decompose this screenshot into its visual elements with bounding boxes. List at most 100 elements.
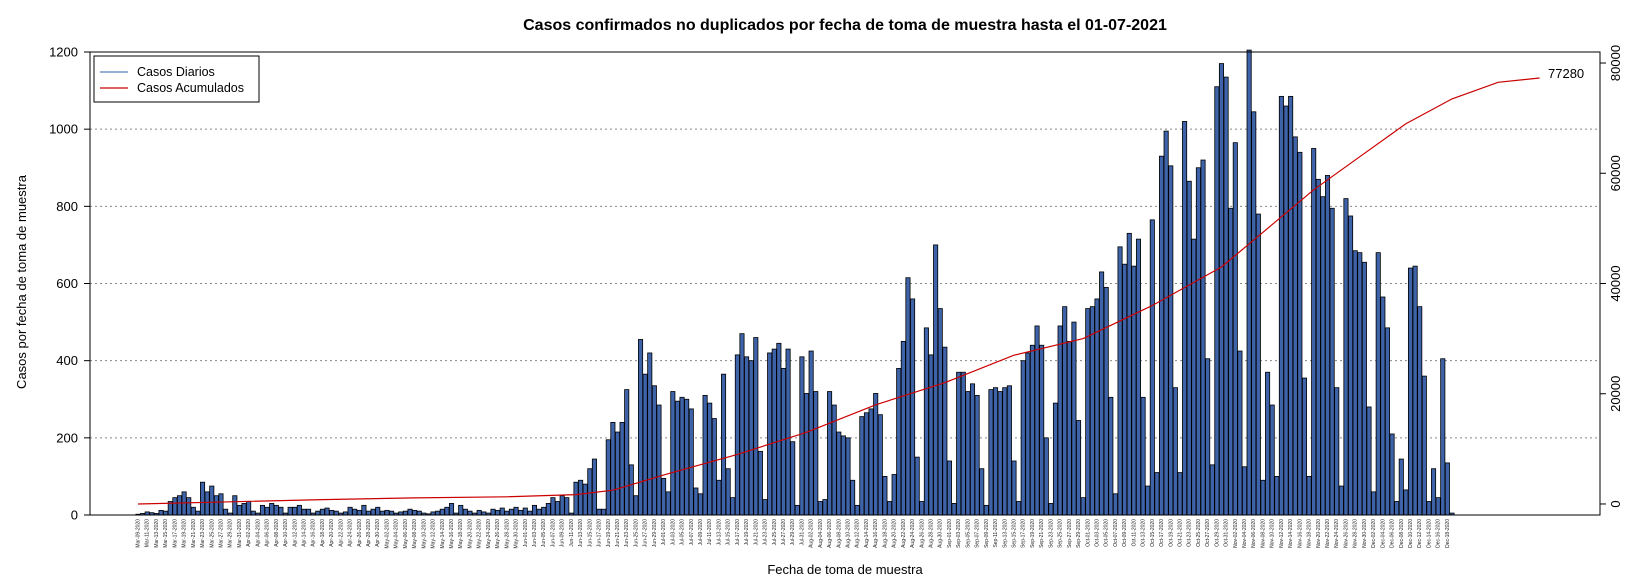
y-tick-label: 400 (56, 353, 78, 368)
bar (296, 504, 302, 516)
x-tick-label: Jun-11-2020 (569, 519, 575, 547)
bar (1440, 358, 1446, 516)
bar (324, 507, 330, 516)
x-tick-label: Oct-01-2020 (1085, 519, 1091, 547)
bar (1020, 360, 1026, 516)
x-tick-label: Jun-03-2020 (532, 519, 538, 547)
x-tick-label: Sep-13-2020 (1002, 519, 1008, 548)
bar (891, 474, 897, 516)
x-tick-label: Nov-16-2020 (1297, 519, 1303, 548)
bar (1085, 308, 1091, 516)
bar (993, 387, 999, 516)
x-tick-label: Mar-25-2020 (209, 519, 215, 548)
bar (721, 373, 727, 516)
bar (808, 350, 814, 516)
bar (407, 508, 413, 516)
bar (264, 506, 270, 516)
bar (559, 495, 565, 516)
bar (711, 418, 717, 516)
x-tick-label: Jun-19-2020 (606, 519, 612, 547)
x-tick-label: Jun-01-2020 (523, 519, 529, 547)
gridlines (90, 128, 1600, 439)
x-tick-label: Apr-04-2020 (255, 519, 261, 547)
bar (527, 510, 533, 516)
x-tick-label: Nov-24-2020 (1334, 519, 1340, 548)
x-tick-label: Apr-26-2020 (357, 519, 363, 547)
bar (550, 497, 556, 516)
bar (1011, 460, 1017, 516)
bar (273, 504, 279, 516)
x-tick-label: May-06-2020 (403, 519, 409, 549)
bar (347, 506, 353, 516)
x-tick-label: May-28-2020 (504, 519, 510, 549)
bar (490, 508, 496, 516)
bar (591, 458, 597, 516)
x-tick-label: May-24-2020 (486, 519, 492, 549)
bar (651, 385, 657, 516)
bar (863, 412, 869, 516)
bar (1357, 252, 1363, 516)
bar (1186, 180, 1192, 516)
y-tick-label: 600 (56, 276, 78, 291)
x-tick-label: Apr-30-2020 (375, 519, 381, 547)
x-tick-label: Oct-31-2020 (1224, 519, 1230, 547)
bar (458, 504, 464, 516)
bar (1200, 159, 1206, 516)
bar (1324, 175, 1331, 516)
bar (1168, 165, 1174, 516)
x-tick-label: Jul-23-2020 (763, 519, 769, 546)
bar (1145, 485, 1151, 516)
bar (1131, 265, 1137, 516)
bar (462, 508, 468, 516)
bar (412, 509, 418, 516)
bar (794, 504, 800, 516)
bar (942, 346, 948, 516)
x-tick-label: May-20-2020 (467, 519, 473, 549)
bar (910, 298, 916, 516)
x-tick-label: Sep-19-2020 (1030, 519, 1036, 548)
bar (601, 508, 607, 516)
bar (767, 352, 773, 516)
bar (236, 504, 242, 516)
bar (384, 509, 390, 516)
bar (1149, 219, 1155, 516)
bar (1122, 263, 1128, 516)
x-tick-label: May-18-2020 (458, 519, 464, 549)
x-tick-label: Dec-02-2020 (1371, 519, 1377, 548)
bar (882, 476, 888, 516)
x-tick-label: Dec-08-2020 (1399, 519, 1405, 548)
x-tick-label: Jul-29-2020 (790, 519, 796, 546)
y-tick-label: 0 (71, 508, 78, 523)
bar (1029, 344, 1035, 516)
bar (928, 354, 934, 516)
bar (845, 437, 851, 516)
bar (1251, 111, 1257, 516)
bar (158, 509, 164, 516)
bar (730, 497, 736, 516)
bar (209, 485, 215, 516)
legend-cumulative-label: Casos Acumulados (137, 81, 244, 95)
x-tick-label: Sep-29-2020 (1076, 519, 1082, 548)
bar (914, 456, 920, 516)
bar (467, 510, 473, 516)
x-tick-label: Apr-20-2020 (329, 519, 335, 547)
x-tick-label: Mar-21-2020 (191, 519, 197, 548)
bar (674, 400, 680, 516)
bar (684, 398, 690, 516)
x-tick-label: Sep-05-2020 (965, 519, 971, 548)
bar (748, 360, 754, 516)
x-tick-label: May-12-2020 (431, 519, 437, 549)
bar (329, 509, 335, 516)
x-tick-label: Apr-06-2020 (265, 519, 271, 547)
bar (319, 508, 325, 516)
x-tick-label: May-30-2020 (514, 519, 520, 549)
bar (172, 497, 178, 516)
bar (361, 504, 367, 516)
bar (1348, 215, 1354, 516)
bar (900, 340, 906, 516)
x-tick-label: Oct-17-2020 (1159, 519, 1165, 547)
bar (564, 497, 570, 516)
bar (656, 404, 662, 516)
bar (776, 342, 782, 516)
x-tick-label: Dec-04-2020 (1380, 519, 1386, 548)
